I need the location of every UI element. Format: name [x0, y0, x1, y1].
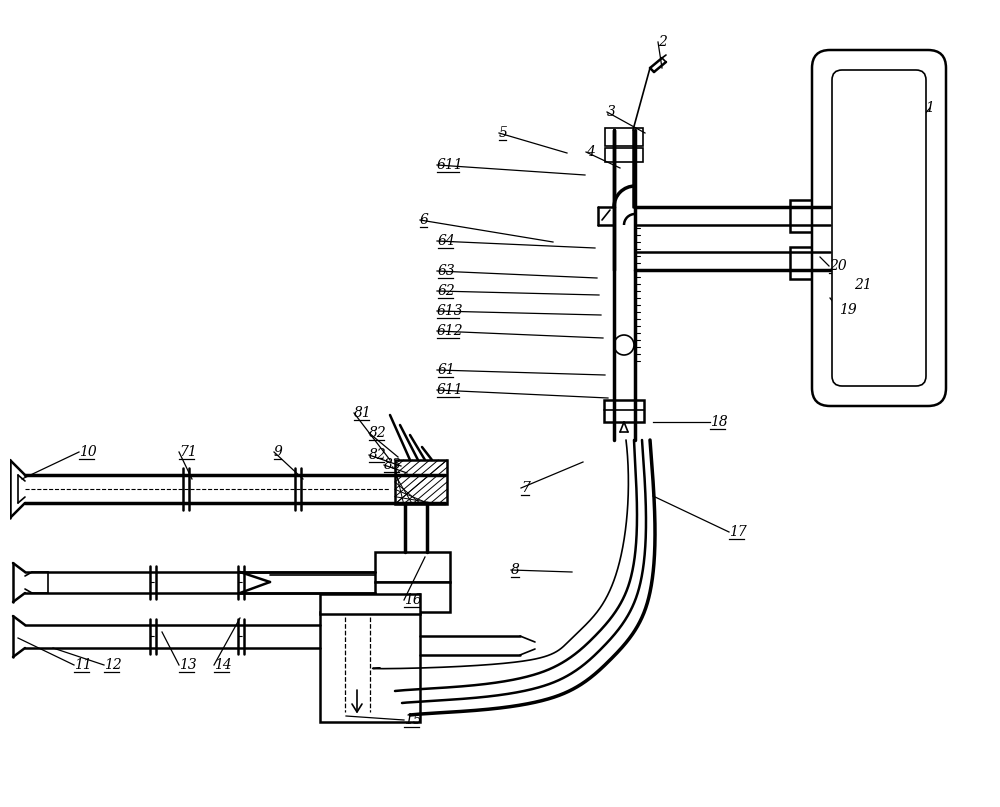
Text: 9: 9	[274, 445, 283, 459]
Bar	[375, 552, 450, 582]
Text: 61: 61	[438, 363, 456, 377]
Bar	[790, 247, 822, 279]
Bar	[375, 582, 450, 612]
Text: 613: 613	[437, 304, 464, 318]
Text: 14: 14	[214, 658, 232, 672]
Text: 611: 611	[437, 158, 464, 172]
Text: 21: 21	[854, 278, 872, 292]
Text: 82: 82	[369, 448, 387, 462]
Bar	[605, 128, 643, 146]
FancyBboxPatch shape	[832, 70, 926, 386]
Bar	[790, 200, 822, 232]
Bar	[604, 400, 644, 422]
Text: 63: 63	[438, 264, 456, 278]
Text: 64: 64	[438, 234, 456, 248]
Text: 5: 5	[499, 126, 508, 140]
Text: 71: 71	[179, 445, 197, 459]
Bar	[320, 612, 420, 722]
Text: 62: 62	[438, 284, 456, 298]
Text: 612: 612	[437, 324, 464, 338]
Text: 82: 82	[369, 426, 387, 440]
Text: 18: 18	[710, 415, 728, 429]
Text: 2: 2	[658, 35, 667, 49]
Bar	[320, 594, 420, 614]
Bar	[605, 148, 643, 162]
Text: 3: 3	[607, 105, 616, 119]
Text: 4: 4	[586, 145, 595, 159]
Text: 1: 1	[925, 101, 934, 115]
Text: 10: 10	[79, 445, 97, 459]
Text: 15: 15	[404, 713, 422, 727]
Text: 16: 16	[404, 593, 422, 607]
Text: 12: 12	[104, 658, 122, 672]
Text: 11: 11	[74, 658, 92, 672]
Text: 13: 13	[179, 658, 197, 672]
Text: 20: 20	[829, 259, 847, 273]
FancyBboxPatch shape	[812, 50, 946, 406]
Bar	[395, 460, 447, 504]
Text: 6: 6	[420, 213, 429, 227]
Text: 19: 19	[839, 303, 857, 317]
Text: 17: 17	[729, 525, 747, 539]
Text: 8: 8	[511, 563, 520, 577]
Text: 83: 83	[384, 458, 402, 472]
Text: 611: 611	[437, 383, 464, 397]
Text: 7: 7	[521, 481, 530, 495]
Text: 81: 81	[354, 406, 372, 420]
